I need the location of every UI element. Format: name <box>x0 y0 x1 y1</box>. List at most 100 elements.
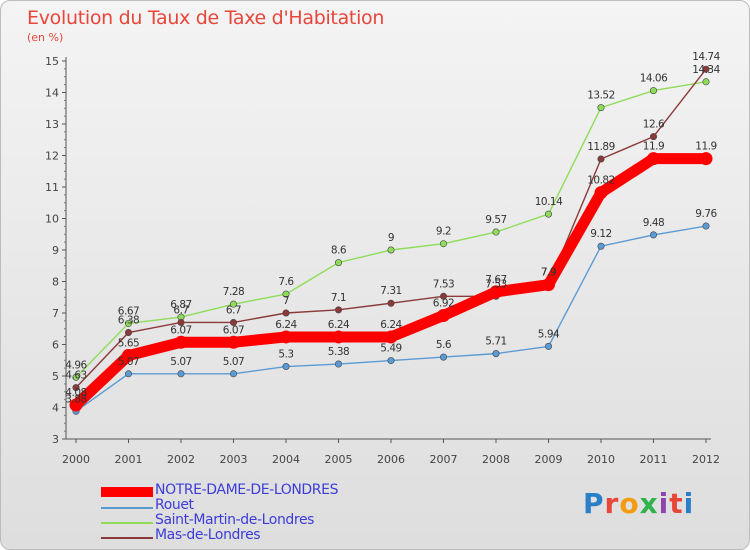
data-point <box>282 309 290 317</box>
legend-label: Saint-Martin-de-Londres <box>155 512 315 528</box>
proxiti-logo: Proxiti <box>583 487 694 520</box>
data-label: 6.7 <box>173 304 188 316</box>
data-label: 6.24 <box>275 319 297 331</box>
data-point <box>279 330 293 344</box>
data-label: 7.31 <box>380 285 401 297</box>
data-label: 6.24 <box>380 319 402 331</box>
data-label: 4.63 <box>65 370 86 382</box>
logo-letter: P <box>583 487 605 520</box>
data-label: 5.07 <box>223 356 244 368</box>
data-label: 7.1 <box>331 292 346 304</box>
data-point <box>492 228 500 236</box>
data-label: 7.53 <box>485 278 506 290</box>
data-point <box>702 222 710 230</box>
data-label: 5.6 <box>436 339 452 351</box>
data-label: 13.52 <box>587 90 615 102</box>
data-label: 8.6 <box>331 245 347 257</box>
data-label: 6.87 <box>170 299 191 311</box>
logo-letter: x <box>639 487 659 520</box>
logo-letter: i <box>683 487 695 520</box>
data-point <box>334 360 342 368</box>
data-point <box>282 363 290 371</box>
legend-label: Rouet <box>155 497 194 513</box>
data-point <box>177 370 185 378</box>
data-point <box>542 278 555 292</box>
data-point <box>230 370 238 378</box>
data-label: 5.49 <box>380 343 401 355</box>
legend-label: NOTRE-DAME-DE-LONDRES <box>155 482 339 498</box>
data-label: 9.48 <box>643 217 664 229</box>
data-point <box>597 104 605 112</box>
series-line-0 <box>70 153 712 411</box>
data-label: 9.57 <box>485 214 506 226</box>
data-point <box>597 155 605 163</box>
x-tick-label: 2005 <box>325 453 353 466</box>
data-point <box>174 335 188 349</box>
data-point <box>437 309 450 323</box>
data-label: 7.53 <box>433 278 454 290</box>
data-label: 6.38 <box>118 315 139 327</box>
data-point <box>334 259 342 267</box>
chart-title: Evolution du Taux de Taxe d'Habitation <box>27 7 385 29</box>
x-tick-label: 2000 <box>62 453 90 466</box>
data-label: 4.96 <box>65 359 87 371</box>
data-point <box>387 246 395 254</box>
data-label: 11.89 <box>587 141 615 153</box>
data-point <box>439 353 447 361</box>
data-label: 6.7 <box>226 304 241 316</box>
x-tick-label: 2009 <box>535 453 563 466</box>
data-point <box>649 87 657 95</box>
data-point <box>492 350 500 358</box>
y-tick-label: 8 <box>52 276 59 289</box>
logo-letter: r <box>604 487 620 520</box>
data-point <box>647 152 660 166</box>
data-point <box>489 285 503 299</box>
y-tick-label: 14 <box>45 87 59 100</box>
data-label: 9.2 <box>436 226 451 238</box>
data-point <box>387 357 395 365</box>
data-point <box>649 231 657 239</box>
data-label: 5.38 <box>328 346 349 358</box>
data-point <box>702 65 710 73</box>
data-point <box>699 152 713 166</box>
data-point <box>387 299 395 307</box>
data-label: 12.6 <box>643 119 665 131</box>
legend-swatch <box>101 507 153 509</box>
x-tick-label: 2008 <box>482 453 510 466</box>
logo-letter: o <box>619 487 640 520</box>
data-point <box>72 384 80 392</box>
data-point <box>384 330 398 344</box>
data-point <box>544 342 552 350</box>
data-label: 7.9 <box>541 267 556 279</box>
x-tick-label: 2012 <box>692 453 720 466</box>
x-tick-label: 2004 <box>272 453 300 466</box>
logo-letter: i <box>658 487 670 520</box>
data-label: 6.07 <box>170 324 191 336</box>
y-tick-label: 3 <box>52 433 59 446</box>
legend-swatch <box>101 487 153 497</box>
data-point <box>597 242 605 250</box>
x-tick-label: 2001 <box>115 453 143 466</box>
data-point <box>227 335 240 349</box>
data-label: 11.9 <box>643 141 664 153</box>
data-labels-layer: 4.085.656.07 6.07 6.24 6.24 6.246.927.677.91… <box>65 51 721 405</box>
data-label: 6.67 <box>118 305 139 317</box>
y-tick-label: 7 <box>52 307 59 320</box>
data-point <box>69 398 83 412</box>
y-tick-label: 5 <box>52 370 59 383</box>
data-label: 6.92 <box>433 298 454 310</box>
data-label: 5.71 <box>485 336 506 348</box>
legend-label: Mas-de-Londres <box>155 527 261 543</box>
data-label: 7.6 <box>278 276 294 288</box>
data-label: 3.88 <box>65 393 86 405</box>
data-label: 6.07 <box>223 324 244 336</box>
logo-letter: t <box>669 487 684 520</box>
x-tick-label: 2010 <box>587 453 615 466</box>
data-label: 9.12 <box>590 228 611 240</box>
data-label: 7.9 <box>541 267 556 279</box>
data-point <box>230 300 238 308</box>
data-label: 7 <box>283 295 289 307</box>
data-point <box>72 373 80 381</box>
